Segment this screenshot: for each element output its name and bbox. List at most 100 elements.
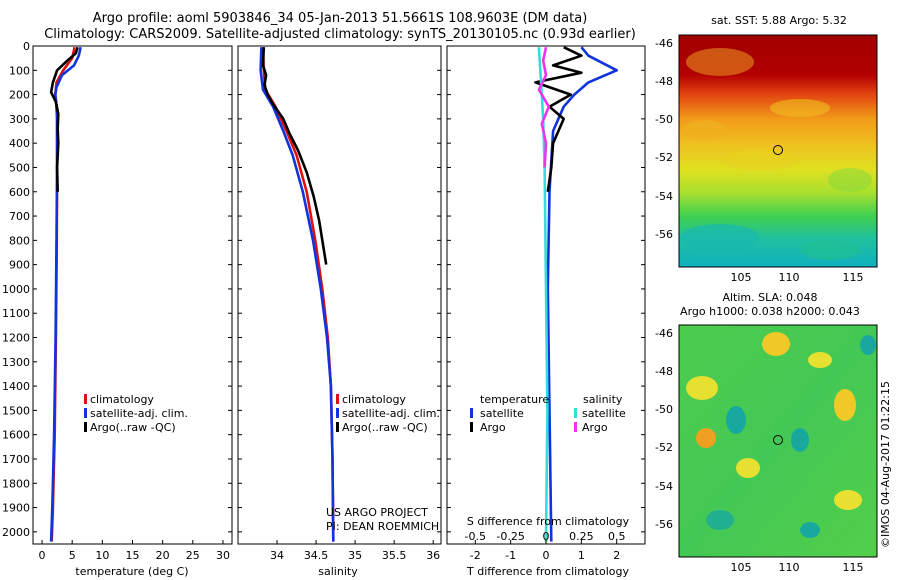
y-tick-label: 2000 <box>2 526 30 539</box>
salinity-legend: climatology satellite-adj. clim. Argo(..… <box>336 393 440 434</box>
y-tick-label: 200 <box>9 89 30 102</box>
legend-header-temperature: temperature <box>480 393 549 406</box>
series-line-argo-raw-qc- <box>49 46 79 192</box>
x-top-tick-label: -0.25 <box>496 530 524 543</box>
y-tick-label: 900 <box>9 259 30 272</box>
legend-satellite-adj-sal: satellite-adj. clim. <box>342 407 440 420</box>
x-tick-label: 2 <box>613 549 620 562</box>
legend-header-salinity: salinity <box>583 393 623 406</box>
y-tick-label: 1800 <box>2 477 30 490</box>
y-tick-label: 1700 <box>2 453 30 466</box>
map-lon-label: 110 <box>779 271 800 284</box>
x-tick-label: 15 <box>126 549 140 562</box>
map-lat-label: -52 <box>655 151 673 164</box>
legend-argo-sal: Argo(..raw -QC) <box>342 421 428 434</box>
temperature-panel: 0100200300400500600700800900100011001200… <box>2 40 233 578</box>
map-lat-label: -46 <box>655 327 673 340</box>
x-tick-label: 0 <box>543 549 550 562</box>
y-tick-label: 600 <box>9 186 30 199</box>
x-tick-label: 20 <box>156 549 170 562</box>
legend-argo: Argo(..raw -QC) <box>90 421 176 434</box>
legend-satellite-adj: satellite-adj. clim. <box>90 407 188 420</box>
x-tick-label: 30 <box>216 549 230 562</box>
series-line-temperature-satellite <box>546 46 619 542</box>
x-top-tick-label: 0 <box>543 530 550 543</box>
legend-climatology-sal: climatology <box>342 393 406 406</box>
temperature-xlabel: temperature (deg C) <box>75 565 188 578</box>
y-tick-label: 1400 <box>2 380 30 393</box>
sla-texture <box>686 332 876 538</box>
header-line-2: Climatology: CARS2009. Satellite-adjuste… <box>44 27 636 42</box>
legend-climatology: climatology <box>90 393 154 406</box>
x-tick-label: 5 <box>69 549 76 562</box>
x-tick-label: 0 <box>39 549 46 562</box>
imos-credit: ©IMOS 04-Aug-2017 01:22:15 <box>879 381 892 548</box>
map-lon-label: 105 <box>731 271 752 284</box>
x-tick-label: -2 <box>470 549 481 562</box>
page-header: Argo profile: aoml 5903846_34 05-Jan-201… <box>40 11 640 43</box>
x-tick-label: 35.5 <box>382 549 407 562</box>
project-annotation-2: PI: DEAN ROEMMICH <box>326 520 439 533</box>
series-line-temperature-argo <box>534 46 583 192</box>
temperature-legend: climatology satellite-adj. clim. Argo(..… <box>84 393 188 434</box>
sla-title-1: Altim. SLA: 0.048 <box>722 291 817 304</box>
map-lon-label: 115 <box>843 561 864 574</box>
sst-argo-location <box>773 145 783 155</box>
header-line-1: Argo profile: aoml 5903846_34 05-Jan-201… <box>92 11 588 26</box>
x-top-tick-label: 0.5 <box>608 530 626 543</box>
difference-legend: temperature salinity satellite Argo sate… <box>470 393 626 434</box>
map-lat-label: -52 <box>655 441 673 454</box>
difference-panel: -2 -1 0 1 2 -0.5 -0.25 0 0.25 0.5 S difference fr… <box>446 45 646 578</box>
y-tick-label: 300 <box>9 113 30 126</box>
project-annotation-1: US ARGO PROJECT <box>326 506 428 519</box>
x-tick-label: 34.5 <box>304 549 329 562</box>
x-tick-label: 10 <box>95 549 109 562</box>
y-tick-label: 800 <box>9 234 30 247</box>
x-tick-label: 1 <box>578 549 585 562</box>
y-tick-label: 0 <box>23 40 30 53</box>
map-lon-label: 115 <box>843 271 864 284</box>
x-tick-label: 25 <box>186 549 200 562</box>
difference-top-xlabel: S difference from climatology <box>467 515 630 528</box>
y-tick-label: 1300 <box>2 356 30 369</box>
map-lat-label: -54 <box>655 190 673 203</box>
y-tick-label: 700 <box>9 210 30 223</box>
y-tick-label: 1600 <box>2 429 30 442</box>
y-tick-label: 400 <box>9 137 30 150</box>
map-lat-label: -46 <box>655 37 673 50</box>
sst-texture <box>680 48 872 260</box>
x-tick-label: 35 <box>348 549 362 562</box>
map-lon-label: 105 <box>731 561 752 574</box>
legend-sal-satellite: satellite <box>582 407 626 420</box>
map-lat-label: -48 <box>655 365 673 378</box>
series-line-salinity-argo <box>537 46 551 168</box>
x-top-tick-label: 0.25 <box>569 530 594 543</box>
series-line-argo-raw-qc- <box>261 47 328 265</box>
sst-title: sat. SST: 5.88 Argo: 5.32 <box>711 14 847 27</box>
y-tick-label: 1100 <box>2 307 30 320</box>
sla-map: Altim. SLA: 0.048 Argo h1000: 0.038 h200… <box>655 291 878 574</box>
sst-map: sat. SST: 5.88 Argo: 5.32 -46 -48 -50 -52 -5… <box>655 14 878 284</box>
map-lat-label: -56 <box>655 228 673 241</box>
map-lat-label: -50 <box>655 113 673 126</box>
x-tick-label: -1 <box>505 549 516 562</box>
y-tick-label: 1000 <box>2 283 30 296</box>
y-tick-label: 1200 <box>2 332 30 345</box>
y-tick-label: 500 <box>9 161 30 174</box>
series-line-satellite-adj-clim- <box>259 47 335 542</box>
y-tick-label: 100 <box>9 64 30 77</box>
salinity-panel: 34 34.5 35 35.5 36 salinity climatology sate… <box>237 45 442 578</box>
x-top-tick-label: -0.5 <box>465 530 486 543</box>
legend-temp-satellite: satellite <box>480 407 524 420</box>
sla-argo-location <box>773 435 783 445</box>
map-lon-label: 110 <box>779 561 800 574</box>
map-lat-label: -56 <box>655 518 673 531</box>
y-tick-label: 1500 <box>2 404 30 417</box>
legend-temp-argo: Argo <box>480 421 506 434</box>
map-lat-label: -54 <box>655 480 673 493</box>
x-tick-label: 34 <box>270 549 284 562</box>
map-lat-label: -48 <box>655 75 673 88</box>
y-tick-label: 1900 <box>2 502 30 515</box>
map-lat-label: -50 <box>655 403 673 416</box>
